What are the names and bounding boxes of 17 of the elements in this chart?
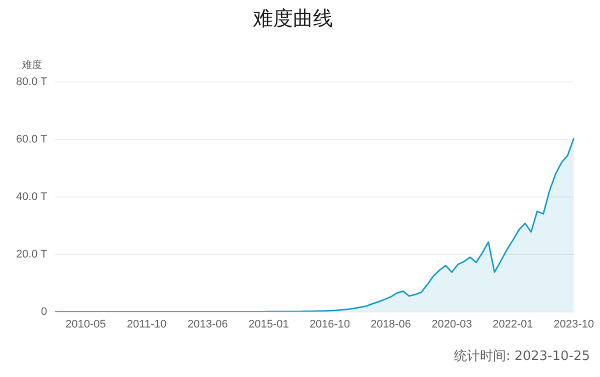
x-tick-label: 2023-10 bbox=[554, 318, 594, 330]
y-axis-title: 难度 bbox=[22, 58, 42, 72]
y-tick-label: 60.0 T bbox=[16, 133, 48, 146]
y-tick-label: 40.0 T bbox=[16, 190, 48, 203]
y-tick-label: 0 bbox=[41, 306, 48, 318]
text: 统计时间: 2023-10-25 bbox=[454, 348, 590, 365]
x-tick-label: 2011-10 bbox=[126, 318, 166, 330]
x-tick-label: 2020-03 bbox=[432, 318, 472, 330]
x-tick-label: 2022-01 bbox=[492, 318, 533, 330]
y-tick-label: 80.0 T bbox=[16, 76, 48, 88]
chart-title: 难度曲线 bbox=[252, 6, 333, 30]
y-tick-label: 20.0 T bbox=[16, 248, 48, 260]
x-tick-label: 2013-06 bbox=[188, 318, 228, 330]
x-tick-label: 2010-05 bbox=[66, 318, 106, 330]
x-tick-label: 2016-10 bbox=[310, 318, 350, 330]
x-tick-label: 2015-01 bbox=[248, 318, 289, 330]
x-tick-label: 2018-06 bbox=[370, 318, 411, 330]
